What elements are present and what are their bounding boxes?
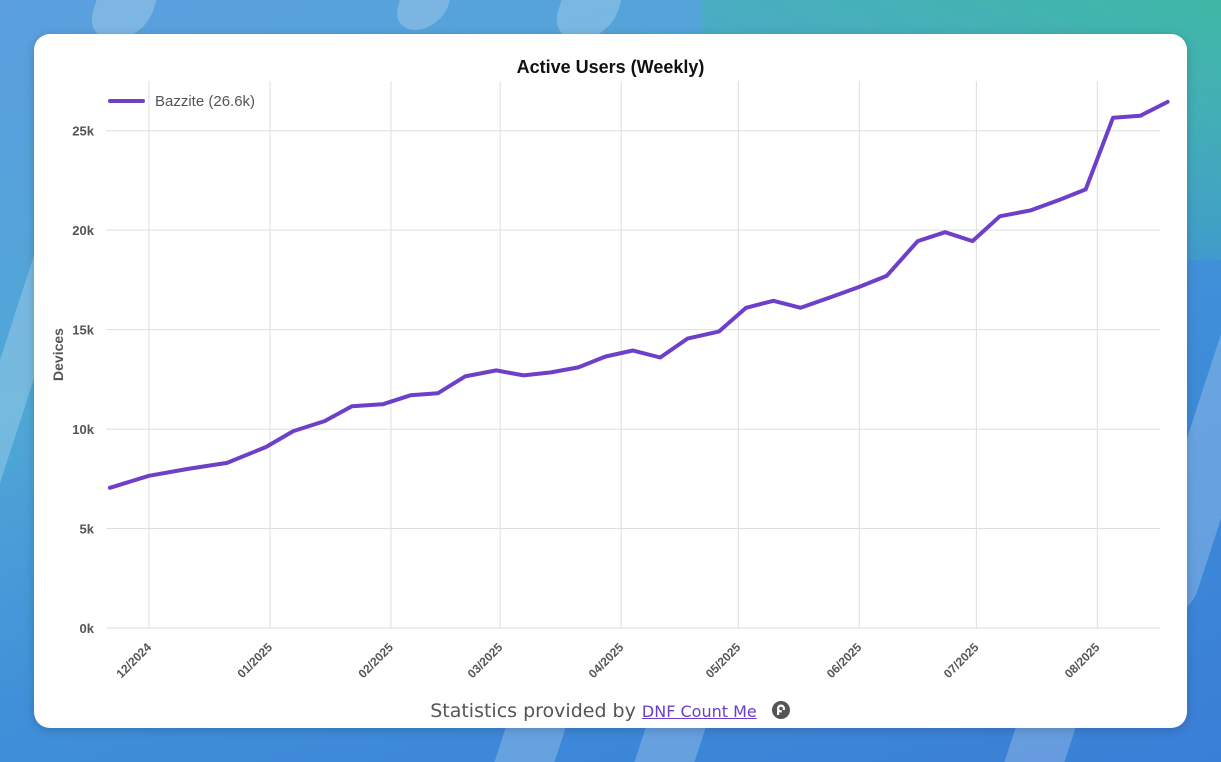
chart-title: Active Users (Weekly) (516, 57, 705, 77)
x-tick-label: 01/2025 (234, 640, 275, 681)
x-tick-label: 04/2025 (586, 640, 627, 681)
x-tick-label: 03/2025 (465, 640, 506, 681)
fedora-logo-icon (771, 701, 790, 719)
legend-label: Bazzite (26.6k) (155, 93, 255, 110)
y-tick-label: 25k (72, 124, 94, 139)
y-tick-label: 20k (72, 223, 94, 238)
footer-text: Statistics provided by (430, 700, 636, 722)
line-chart: 0k 5k 10k 15k 20k 25k 12/2024 01/2025 02/2025 03/… (50, 81, 1170, 681)
x-tick-label: 02/2025 (355, 640, 396, 681)
y-tick-label: 0k (80, 621, 95, 636)
x-tick-label: 08/2025 (1062, 640, 1103, 681)
x-tick-label: 12/2024 (113, 640, 154, 681)
dnf-count-me-link[interactable]: DNF Count Me (641, 702, 757, 721)
chart-card: Active Users (Weekly) 0k 5k 10k 15k 20k 25k 12… (34, 34, 1187, 728)
y-tick-label: 10k (72, 422, 94, 437)
footer: Statistics provided by DNF Count Me (34, 700, 1187, 722)
x-tick-label: 05/2025 (703, 640, 744, 681)
y-tick-label: 5k (80, 522, 95, 537)
series-line-bazzite (107, 99, 1170, 490)
y-axis-title: Devices (50, 328, 66, 381)
y-tick-label: 15k (72, 323, 94, 338)
x-tick-label: 06/2025 (824, 640, 865, 681)
x-tick-label: 07/2025 (941, 640, 982, 681)
